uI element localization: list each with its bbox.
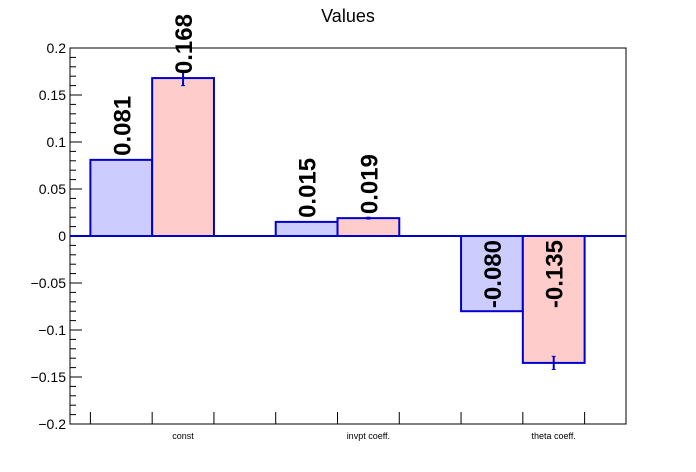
- chart-title: Values: [321, 6, 375, 26]
- bar-const-s1: [89, 158, 154, 237]
- bar-invpt-coeff--s2: [336, 217, 401, 237]
- y-tick-label: 0.2: [47, 40, 67, 56]
- y-tick-label: −0.1: [38, 322, 66, 338]
- bar-theta-coeff--s2: [521, 235, 586, 364]
- bar-theta-coeff--s1: [460, 235, 524, 313]
- y-tick-label: 0: [58, 228, 66, 244]
- bar-invpt-coeff--s1: [274, 220, 339, 237]
- bar-value-label: -0.135: [542, 240, 569, 308]
- y-tick-label: 0.05: [39, 181, 66, 197]
- bar-const-s2: [151, 77, 215, 237]
- bar-value-label: 0.019: [356, 154, 383, 214]
- x-category-label: invpt coeff.: [347, 431, 390, 441]
- bar-value-label: 0.015: [295, 158, 322, 218]
- bar-value-label: -0.080: [480, 240, 507, 308]
- y-tick-label: 0.15: [39, 87, 66, 103]
- y-tick-label: −0.05: [31, 275, 67, 291]
- x-category-label: theta coeff.: [532, 431, 576, 441]
- bar-value-label: 0.168: [171, 14, 198, 74]
- y-tick-label: 0.1: [47, 134, 67, 150]
- x-category-label: const: [172, 431, 194, 441]
- y-tick-label: −0.2: [38, 416, 66, 432]
- y-tick-label: −0.15: [31, 369, 67, 385]
- bar-value-label: 0.081: [109, 96, 136, 156]
